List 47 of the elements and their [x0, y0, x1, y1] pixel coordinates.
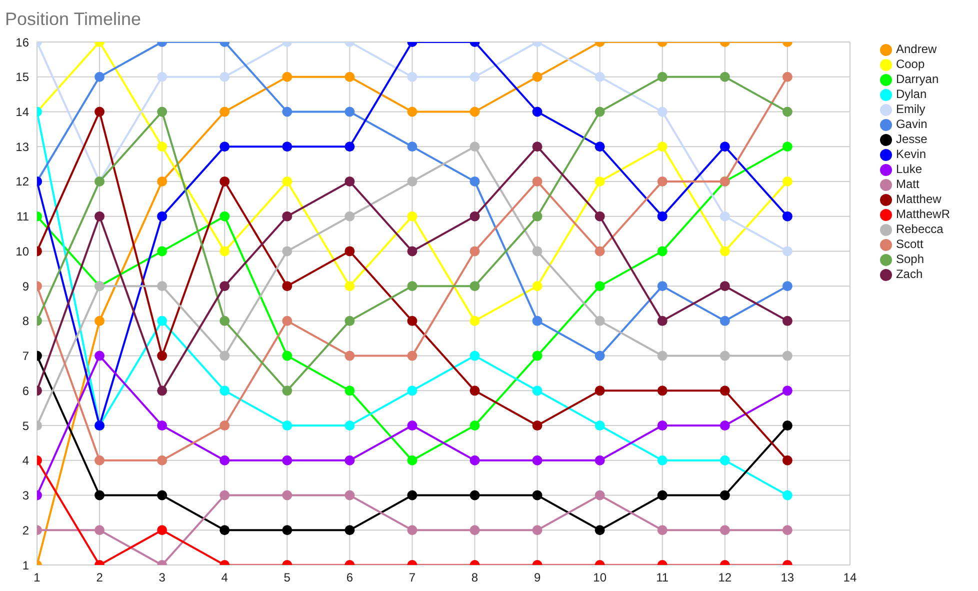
y-tick-label: 1: [22, 558, 30, 572]
legend-label: Matthew: [896, 192, 942, 206]
legend-label: Andrew: [896, 42, 937, 56]
y-tick-label: 11: [16, 210, 30, 224]
y-tick-label: 16: [16, 35, 30, 50]
x-tick-label: 1: [34, 570, 41, 585]
y-tick-label: 6: [22, 384, 30, 398]
legend-label: Emily: [896, 102, 926, 116]
y-tick-label: 2: [22, 523, 30, 538]
y-tick-label: 5: [22, 418, 30, 433]
y-tick-label: 14: [16, 104, 30, 119]
x-tick-label: 5: [284, 570, 291, 585]
x-tick-label: 9: [534, 570, 541, 585]
legend-label: Luke: [896, 162, 922, 176]
y-tick-label: 13: [16, 140, 30, 154]
x-tick-label: 8: [471, 570, 478, 585]
x-tick-label: 3: [158, 570, 166, 585]
legend-label: Rebecca: [896, 222, 944, 236]
x-tick-label: 13: [780, 570, 794, 585]
legend-label: Zach: [896, 267, 923, 281]
y-tick-label: 10: [16, 244, 30, 258]
legend-label: Kevin: [896, 147, 926, 161]
x-tick-label: 2: [96, 570, 104, 585]
x-tick-label: 4: [221, 570, 228, 585]
chart-title: Position Timeline: [5, 8, 142, 30]
legend-label: Dylan: [896, 87, 927, 101]
x-tick-label: 7: [408, 570, 416, 585]
y-tick-label: 3: [22, 488, 30, 503]
legend-label: Coop: [896, 57, 925, 71]
x-tick-label: 10: [593, 570, 607, 585]
legend-label: Jesse: [896, 132, 928, 146]
y-tick-label: 4: [22, 454, 30, 468]
legend-label: Soph: [896, 252, 924, 266]
y-tick-label: 15: [16, 70, 30, 84]
y-tick-label: 8: [22, 314, 30, 328]
y-tick-label: 7: [22, 349, 30, 364]
legend-label: MatthewR: [896, 207, 950, 221]
y-tick-label: 9: [22, 279, 30, 294]
x-tick-label: 11: [656, 570, 669, 585]
legend-label: Matt: [896, 177, 920, 191]
x-tick-label: 6: [346, 570, 354, 585]
x-tick-label: 12: [718, 570, 732, 585]
legend-label: Scott: [896, 237, 924, 251]
legend-label: Gavin: [896, 117, 928, 131]
x-tick-label: 14: [843, 570, 857, 585]
legend-label: Darryan: [896, 72, 939, 86]
y-tick-label: 12: [16, 174, 30, 189]
